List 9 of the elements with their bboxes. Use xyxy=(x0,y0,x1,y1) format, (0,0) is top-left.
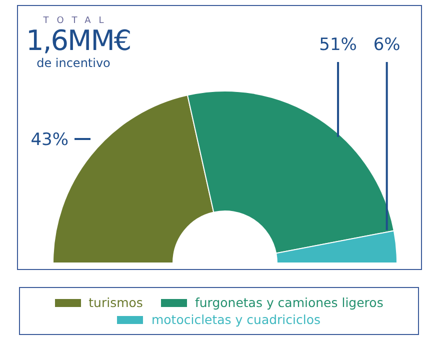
text: de incentivo xyxy=(36,56,112,70)
legend-label: turismos xyxy=(88,295,143,310)
text: TOTAL xyxy=(42,16,113,26)
data-label: 6% xyxy=(373,35,400,55)
data-label: 51% xyxy=(319,35,357,55)
legend-label: motocicletas y cuadriciclos xyxy=(150,312,321,327)
data-label: 43% xyxy=(30,130,69,150)
chart-title: 1,6MM€ xyxy=(26,24,131,57)
legend-label: furgonetas y camiones ligeros xyxy=(194,295,384,310)
